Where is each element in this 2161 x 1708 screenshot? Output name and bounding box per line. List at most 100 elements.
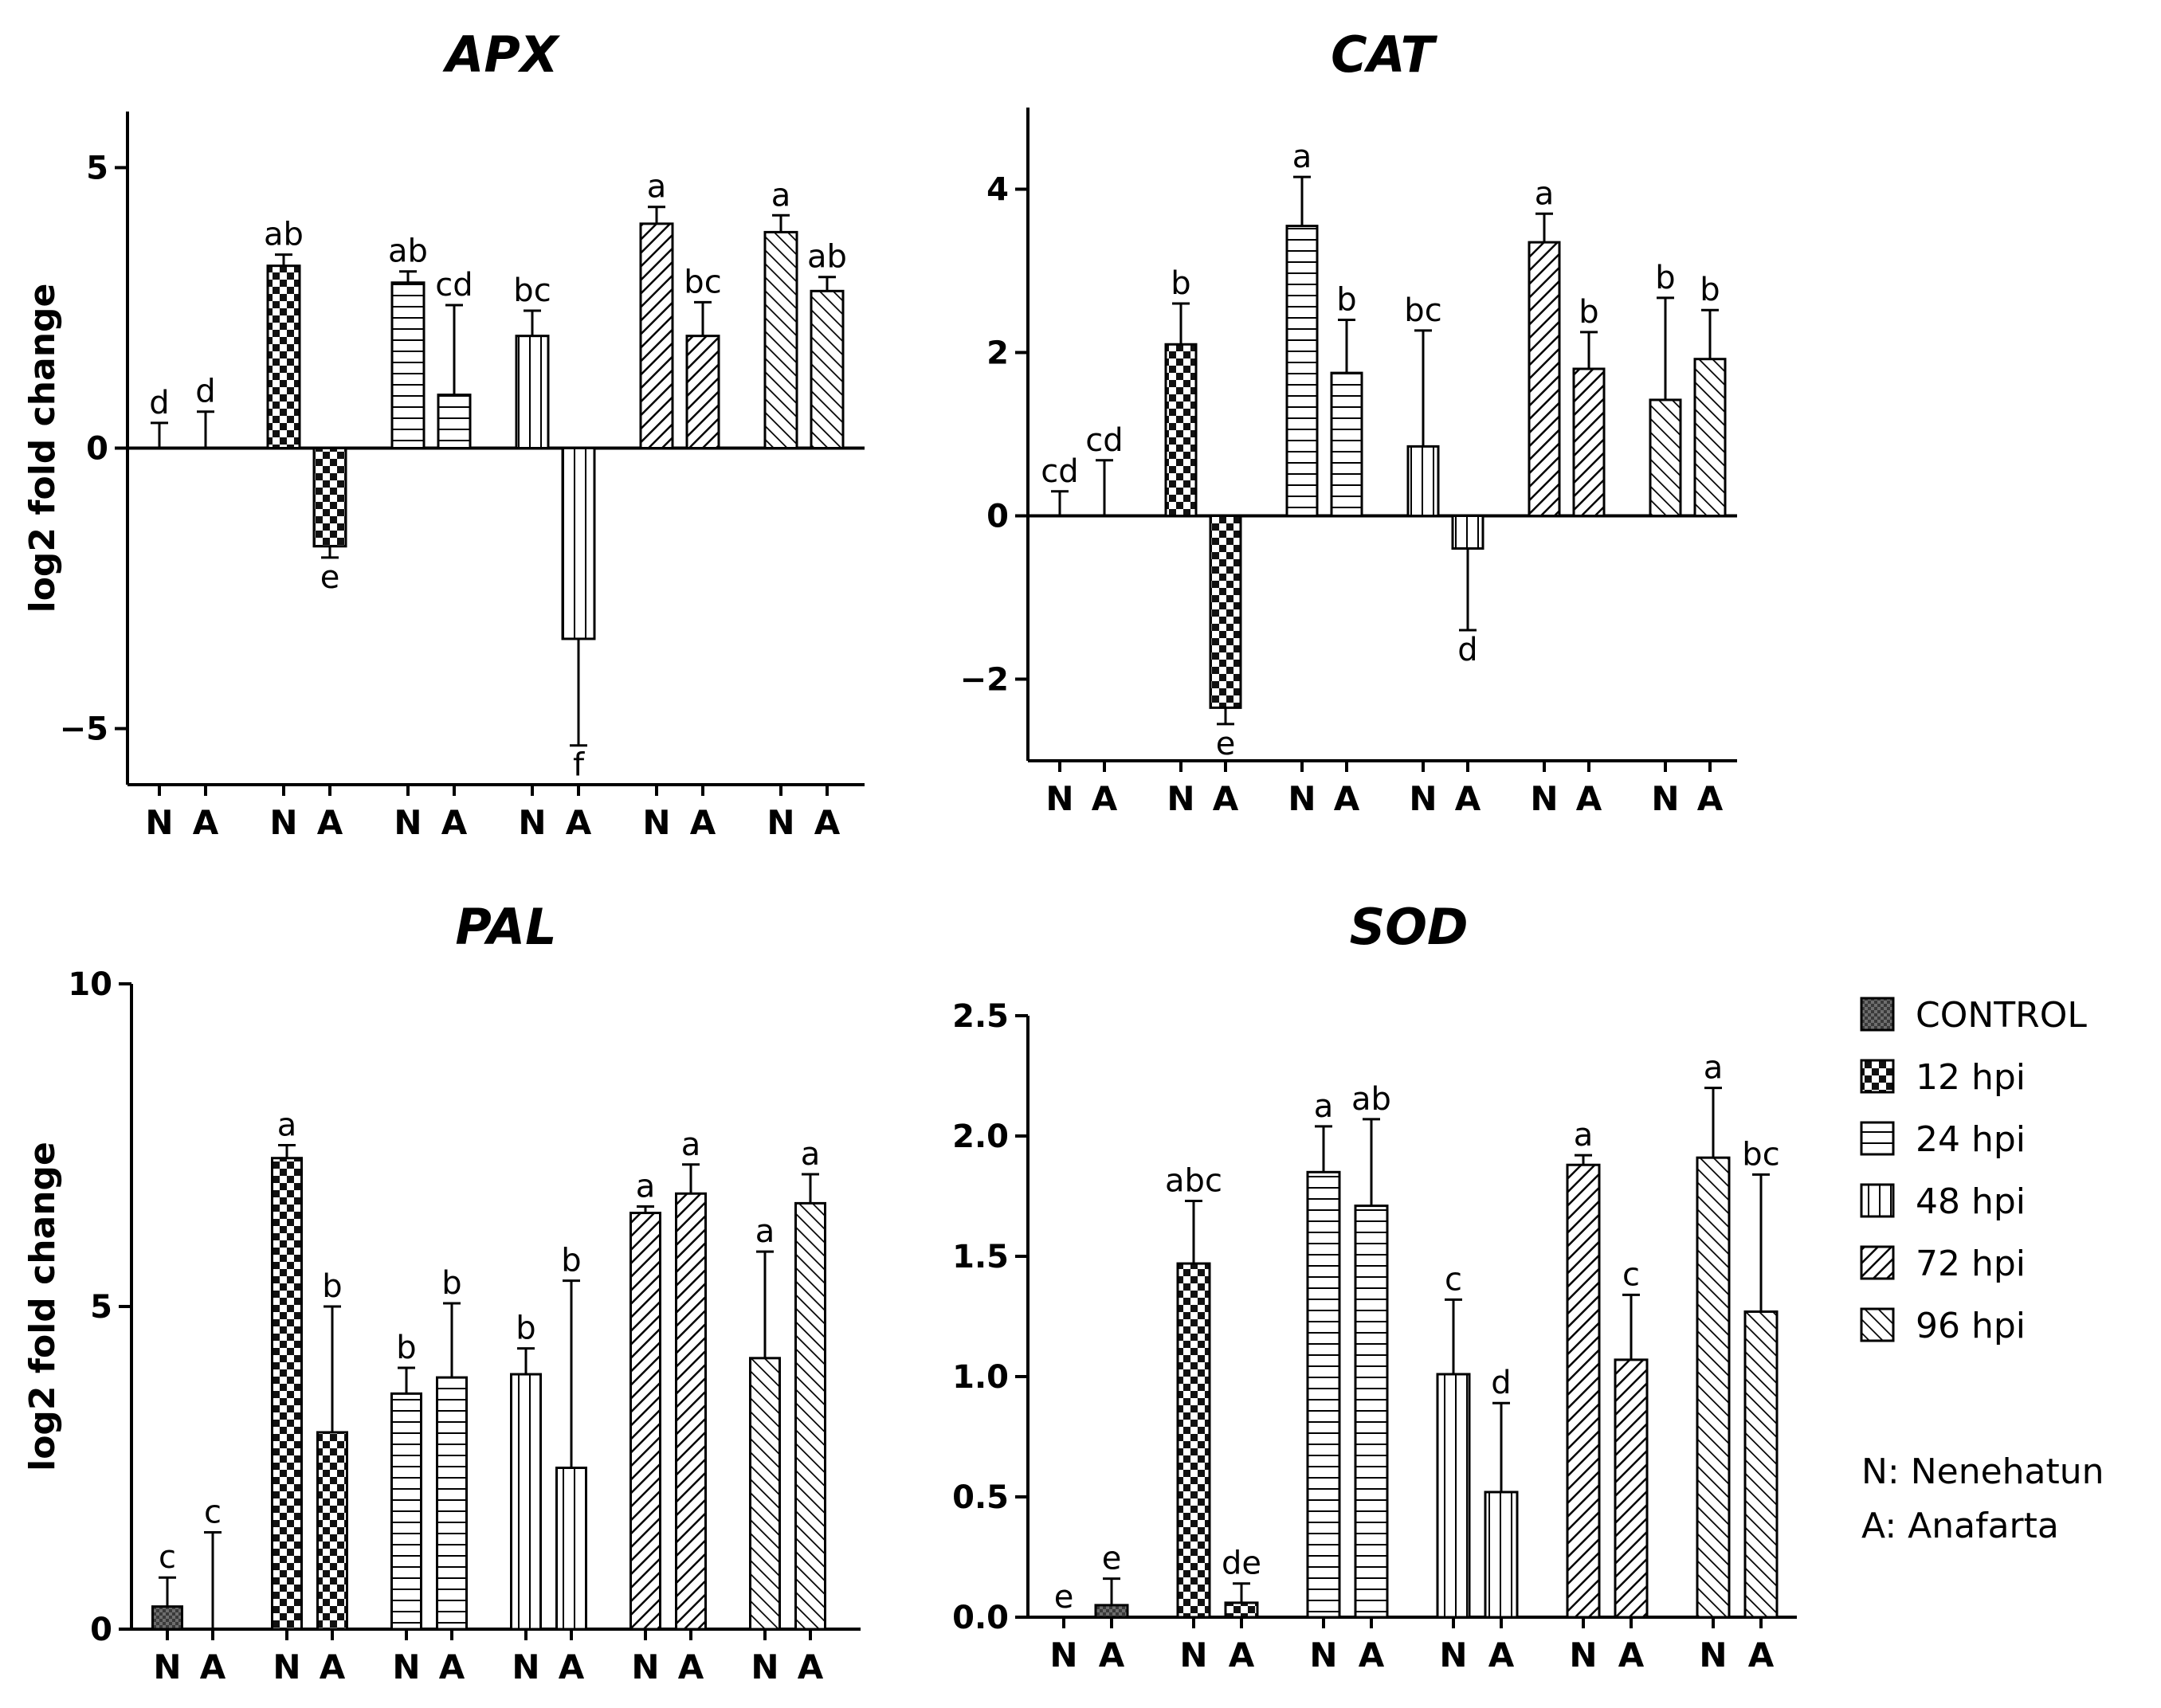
y-tick-label-sod-1: 0.5 [952,1479,1009,1516]
bar-sod-3 [1176,1262,1211,1619]
error-bar-sod-2 [1103,1577,1120,1605]
chart-title-apx: APX [441,25,560,84]
significance-letter-pal-2: c [204,1494,222,1531]
error-bar-pal-6 [443,1302,461,1378]
significance-letter-sod-7: c [1445,1261,1462,1298]
legend-note-nenehatun: N: Nenehatun [1861,1451,2104,1492]
significance-letter-cat-5: a [1292,139,1312,175]
bar-sod-2 [1094,1604,1129,1619]
error-bar-apx-8 [570,638,587,747]
x-tick-label-sod-10: A [1618,1636,1645,1675]
significance-letter-cat-3: b [1171,265,1190,302]
bar-sod-7 [1436,1373,1471,1619]
error-bar-apx-9 [648,206,665,224]
bar-apx-10 [685,335,720,449]
error-bar-apx-6 [445,304,463,395]
significance-letter-cat-12: b [1700,272,1720,308]
y-tick-label-cat-1: 0 [986,499,1009,535]
legend-label-24hpi: 24 hpi [1916,1119,2026,1160]
x-tick-label-pal-5: N [392,1647,420,1686]
bar-cat-12 [1693,358,1727,518]
error-bar-sod-4 [1233,1582,1250,1603]
y-tick-label-apx-0: −5 [60,711,108,748]
y-tick-label-pal-0: 0 [90,1612,112,1648]
legend-label-48hpi: 48 hpi [1916,1181,2026,1222]
x-tick-label-cat-8: A [1455,779,1481,818]
significance-letter-apx-2: d [195,374,215,410]
error-bar-apx-11 [772,214,790,233]
error-bar-sod-10 [1622,1293,1640,1360]
significance-letter-sod-11: a [1704,1050,1724,1087]
legend-label-72hpi: 72 hpi [1916,1244,2026,1284]
x-tick-label-cat-10: A [1576,779,1602,818]
error-bar-cat-6 [1338,319,1355,374]
x-tick-label-sod-12: A [1748,1636,1775,1675]
error-bar-sod-7 [1445,1298,1462,1374]
legend-item-12hpi: 12 hpi [1860,1057,2026,1098]
x-tick-label-apx-9: N [642,803,670,842]
error-bar-pal-7 [517,1347,535,1375]
legend-label-96hpi: 96 hpi [1916,1306,2026,1346]
significance-letter-cat-6: b [1336,282,1356,319]
bar-pal-3 [271,1157,303,1631]
significance-letter-apx-12: ab [807,239,847,276]
x-tick-label-cat-12: A [1697,779,1724,818]
significance-letter-pal-3: a [277,1107,297,1144]
error-bar-pal-1 [159,1576,176,1607]
bar-sod-11 [1696,1156,1731,1619]
error-bar-cat-10 [1580,331,1598,369]
error-bar-pal-12 [802,1173,819,1204]
significance-letter-pal-9: a [636,1168,656,1205]
x-tick-label-pal-6: A [439,1647,465,1686]
x-tick-label-pal-10: A [678,1647,704,1686]
bar-cat-6 [1330,371,1363,517]
error-bar-sod-3 [1185,1200,1202,1264]
x-tick-label-pal-3: N [273,1647,300,1686]
bar-apx-8 [561,447,596,640]
error-bar-cat-8 [1459,548,1477,632]
x-tick-label-apx-10: A [690,803,716,842]
significance-letter-cat-1: cd [1041,453,1078,490]
chart-apx: APX log2 fold change −5 0 5 d Nd Aab Ne Aab Ncd Abc… [22,25,865,842]
significance-letter-sod-2: e [1102,1541,1122,1577]
significance-letter-pal-11: a [755,1213,775,1250]
legend-item-24hpi: 24 hpi [1860,1119,2026,1160]
chart-title-pal: PAL [455,898,556,956]
bar-cat-10 [1572,367,1606,517]
x-tick-label-sod-1: N [1049,1636,1077,1675]
error-bar-apx-5 [399,270,417,283]
error-bar-sod-8 [1492,1401,1510,1492]
y-tick-label-cat-2: 2 [986,335,1009,372]
x-tick-label-sod-8: A [1488,1636,1515,1675]
error-bar-cat-9 [1535,212,1553,243]
x-tick-label-apx-1: N [145,803,173,842]
significance-letter-cat-7: bc [1404,292,1441,329]
error-bar-cat-1 [1051,490,1069,516]
x-tick-label-apx-7: N [518,803,546,842]
error-bar-pal-9 [637,1205,654,1213]
error-bar-cat-4 [1217,707,1234,726]
error-bar-pal-10 [682,1163,700,1194]
x-tick-label-cat-4: A [1213,779,1239,818]
chart-pal: PAL log2 fold change 0 5 10 c Nc Aa Nb Ab Nb Ab Nb Aa… [22,898,861,1686]
significance-letter-cat-2: cd [1085,422,1123,459]
y-tick-label-sod-3: 1.5 [952,1239,1009,1275]
x-tick-label-apx-3: N [269,803,297,842]
error-bar-cat-2 [1096,459,1113,516]
error-bar-cat-12 [1701,308,1719,359]
x-tick-label-cat-6: A [1334,779,1360,818]
x-tick-label-apx-2: A [193,803,219,842]
y-tick-label-pal-1: 5 [90,1289,112,1326]
error-bar-apx-2 [197,410,214,449]
bar-cat-7 [1406,445,1440,517]
x-tick-label-pal-2: A [200,1647,226,1686]
legend-swatch-control [1860,997,1895,1032]
bar-pal-6 [436,1376,468,1631]
bar-pal-8 [555,1467,587,1631]
error-bar-apx-12 [818,276,836,292]
x-tick-label-apx-4: A [317,803,343,842]
legend-label-12hpi: 12 hpi [1916,1057,2026,1098]
